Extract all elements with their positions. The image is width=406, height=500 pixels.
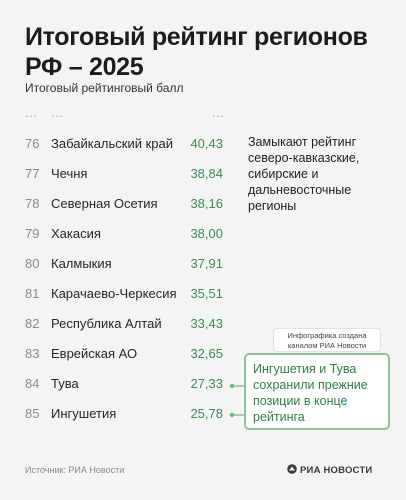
table-row: 81 Карачаево-Черкесия 35,51 bbox=[0, 286, 240, 316]
ria-novosti-logo-icon bbox=[287, 464, 297, 474]
source-text: Источник: РИА Новости bbox=[25, 465, 125, 475]
table-row: 79 Хакасия 38,00 bbox=[0, 226, 240, 256]
rank-label: 83 bbox=[25, 346, 40, 361]
rank-label: 77 bbox=[25, 166, 40, 181]
rank-label: 79 bbox=[25, 226, 40, 241]
rank-label: 81 bbox=[25, 286, 40, 301]
table-row: 85 Ингушетия 25,78 bbox=[0, 406, 240, 436]
rank-label: 76 bbox=[25, 136, 40, 151]
score-value: 38,84 bbox=[190, 166, 223, 181]
rank-label: 78 bbox=[25, 196, 40, 211]
region-label: Тува bbox=[51, 376, 79, 391]
table-row: 76 Забайкальский край 40,43 bbox=[0, 136, 240, 166]
region-label: Еврейская АО bbox=[51, 346, 138, 361]
table-row: 77 Чечня 38,84 bbox=[0, 166, 240, 196]
score-value: 33,43 bbox=[190, 316, 223, 331]
score-value: 38,00 bbox=[190, 226, 223, 241]
logo-text: РИА НОВОСТИ bbox=[300, 465, 373, 476]
region-label: Калмыкия bbox=[51, 256, 112, 271]
chart-subtitle: Итоговый рейтинговый балл bbox=[25, 81, 184, 95]
rank-ellipsis: ... bbox=[25, 106, 39, 120]
table-row: 83 Еврейская АО 32,65 bbox=[0, 346, 240, 376]
score-value: 35,51 bbox=[190, 286, 223, 301]
region-label: Забайкальский край bbox=[51, 136, 174, 151]
annotation-note: Замыкают рейтинг северо-кавказские, сиби… bbox=[248, 135, 360, 213]
page-title: Итоговый рейтинг регионов РФ – 2025 bbox=[25, 23, 368, 81]
region-label: Ингушетия bbox=[51, 406, 117, 421]
infographic-credit-label: Инфографика создана каналом РИА Новости bbox=[273, 328, 381, 352]
table-row: 84 Тува 27,33 bbox=[0, 376, 240, 406]
callout-text: Ингушетия и Тува сохранили прежние позиц… bbox=[253, 362, 368, 424]
score-value: 37,91 bbox=[190, 256, 223, 271]
callout-box bbox=[244, 353, 390, 430]
brand-logo: РИА НОВОСТИ bbox=[287, 464, 372, 476]
region-label: Республика Алтай bbox=[51, 316, 162, 331]
rank-label: 80 bbox=[25, 256, 40, 271]
score-value: 32,65 bbox=[190, 346, 223, 361]
region-label: Чечня bbox=[51, 166, 88, 181]
rank-label: 85 bbox=[25, 406, 40, 421]
region-ellipsis: ... bbox=[51, 106, 65, 120]
table-row: 80 Калмыкия 37,91 bbox=[0, 256, 240, 286]
rank-label: 84 bbox=[25, 376, 40, 391]
score-value: 40,43 bbox=[190, 136, 223, 151]
table-row: 78 Северная Осетия 38,16 bbox=[0, 196, 240, 226]
table-row: 82 Республика Алтай 33,43 bbox=[0, 316, 240, 346]
region-label: Северная Осетия bbox=[51, 196, 158, 211]
region-label: Хакасия bbox=[51, 226, 101, 241]
score-value: 38,16 bbox=[190, 196, 223, 211]
score-ellipsis: ... bbox=[212, 106, 226, 120]
region-label: Карачаево-Черкесия bbox=[51, 286, 177, 301]
score-value: 27,33 bbox=[190, 376, 223, 391]
score-value: 25,78 bbox=[190, 406, 223, 421]
rank-label: 82 bbox=[25, 316, 40, 331]
